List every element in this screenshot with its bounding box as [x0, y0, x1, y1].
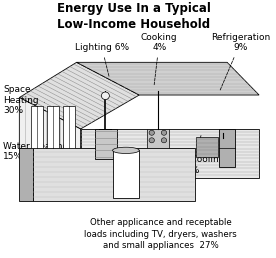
- Polygon shape: [95, 129, 116, 159]
- Circle shape: [161, 138, 167, 143]
- Ellipse shape: [113, 147, 139, 154]
- Text: Water Heating
15%: Water Heating 15%: [3, 142, 69, 161]
- Text: Space
Heating
30%: Space Heating 30%: [3, 85, 44, 115]
- Polygon shape: [33, 148, 195, 201]
- Text: Lighting 6%: Lighting 6%: [75, 43, 129, 77]
- Polygon shape: [31, 106, 43, 148]
- Circle shape: [149, 138, 154, 143]
- Polygon shape: [19, 98, 81, 178]
- Polygon shape: [219, 129, 235, 167]
- Polygon shape: [77, 62, 259, 95]
- Polygon shape: [19, 62, 139, 129]
- Text: Energy Use In a Typical
Low-Income Household: Energy Use In a Typical Low-Income House…: [57, 2, 211, 31]
- Circle shape: [101, 92, 109, 100]
- Polygon shape: [197, 136, 218, 157]
- Circle shape: [161, 130, 167, 135]
- Circle shape: [149, 130, 154, 135]
- Text: Refrigeration
9%: Refrigeration 9%: [211, 33, 270, 90]
- Text: Space Cooling
9%: Space Cooling 9%: [160, 135, 225, 175]
- Text: Other applicance and receptable
loads including TV, dryers, washers
and small ap: Other applicance and receptable loads in…: [84, 218, 237, 250]
- Polygon shape: [81, 129, 259, 178]
- Text: Cooking
4%: Cooking 4%: [141, 33, 177, 85]
- Polygon shape: [63, 106, 75, 148]
- Polygon shape: [147, 129, 169, 148]
- Polygon shape: [47, 106, 59, 148]
- Polygon shape: [19, 148, 33, 201]
- Polygon shape: [113, 150, 139, 198]
